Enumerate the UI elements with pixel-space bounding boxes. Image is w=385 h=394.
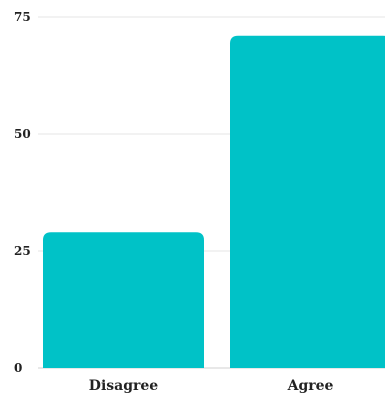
y-tick-label: 0: [14, 361, 22, 375]
bar-agree[interactable]: [230, 35, 385, 368]
x-category-label: Disagree: [89, 378, 158, 394]
y-tick-label: 50: [14, 127, 31, 141]
y-tick-label: 75: [14, 10, 31, 24]
y-tick-label: 25: [14, 244, 31, 258]
x-axis-labels: Disagree Agree: [89, 378, 334, 394]
y-axis-ticks: 0 25 50 75: [14, 10, 31, 375]
x-category-label: Agree: [287, 378, 334, 394]
bar-disagree[interactable]: [43, 232, 204, 368]
bars: [43, 35, 385, 368]
